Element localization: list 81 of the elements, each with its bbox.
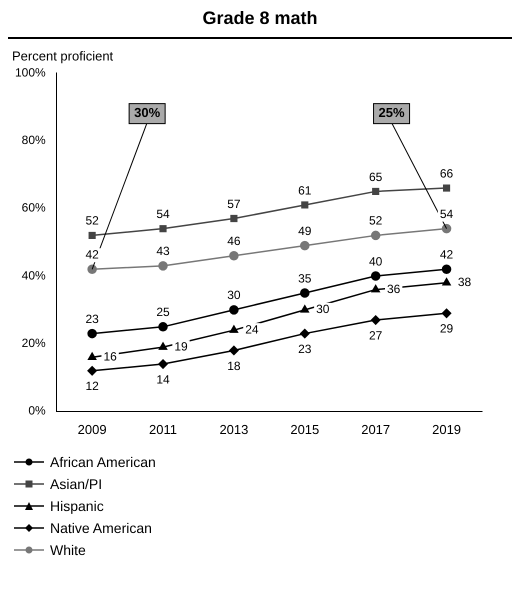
- y-tick-label: 100%: [14, 65, 46, 80]
- point: [159, 225, 167, 232]
- legend-label: African American: [50, 454, 156, 470]
- data-label: 38: [458, 275, 472, 290]
- data-label: 52: [85, 214, 100, 228]
- point: [230, 214, 238, 222]
- x-tick-label: 2015: [290, 422, 320, 437]
- point: [229, 250, 239, 260]
- data-label: 27: [368, 328, 383, 342]
- point: [158, 261, 168, 271]
- point: [230, 325, 238, 333]
- data-label: 54: [440, 206, 454, 221]
- y-tick-label: 80%: [22, 132, 46, 147]
- point: [158, 342, 168, 350]
- chart-title: Grade 8 math: [8, 8, 512, 39]
- data-label: 29: [440, 322, 454, 336]
- y-axis-title: Percent proficient: [12, 48, 114, 64]
- legend-label: Asian/PI: [50, 476, 102, 492]
- data-label: 36: [386, 282, 401, 296]
- point: [372, 188, 380, 196]
- point: [87, 366, 97, 376]
- y-tick-label: 40%: [22, 268, 46, 282]
- point: [300, 328, 310, 338]
- data-label: 65: [368, 170, 383, 184]
- data-label: 19: [174, 339, 188, 354]
- annotation: 30%: [134, 105, 161, 120]
- data-label: 14: [156, 372, 170, 386]
- legend-label: White: [50, 542, 86, 558]
- point: [442, 184, 450, 192]
- legend-label: Native American: [50, 520, 152, 536]
- point: [229, 346, 239, 356]
- point: [442, 264, 452, 274]
- point: [371, 284, 380, 292]
- point: [158, 359, 168, 369]
- data-label: 23: [85, 312, 100, 326]
- y-tick-label: 20%: [22, 336, 46, 350]
- point: [301, 201, 308, 209]
- x-tick-label: 2009: [78, 422, 107, 437]
- x-tick-label: 2017: [361, 422, 390, 437]
- point: [87, 264, 97, 274]
- data-label: 12: [85, 379, 100, 394]
- data-label: 25: [156, 305, 170, 320]
- legend-label: Hispanic: [50, 498, 104, 514]
- data-label: 46: [227, 234, 241, 248]
- point: [300, 305, 309, 313]
- point: [158, 322, 168, 332]
- point: [370, 230, 380, 240]
- point: [442, 278, 451, 286]
- point: [300, 240, 310, 250]
- data-label: 40: [368, 254, 383, 268]
- data-label: 23: [298, 342, 312, 356]
- point: [370, 271, 380, 281]
- data-label: 42: [440, 248, 454, 262]
- x-tick-label: 2013: [219, 422, 248, 437]
- point: [88, 232, 96, 240]
- annotation: 25%: [378, 105, 405, 120]
- data-label: 42: [85, 248, 100, 262]
- data-label: 35: [298, 271, 312, 286]
- y-tick-label: 60%: [22, 200, 46, 215]
- x-tick-label: 2019: [432, 422, 462, 437]
- data-label: 61: [298, 183, 312, 198]
- point: [88, 352, 96, 360]
- y-tick-label: 0%: [28, 404, 46, 418]
- point: [442, 224, 452, 234]
- data-label: 30: [316, 302, 330, 316]
- point: [370, 315, 380, 325]
- data-label: 57: [227, 196, 241, 211]
- data-label: 43: [156, 244, 170, 258]
- data-label: 16: [103, 350, 118, 364]
- point: [229, 305, 239, 315]
- data-label: 30: [227, 288, 241, 302]
- x-tick-label: 2011: [149, 422, 178, 437]
- point: [442, 308, 452, 318]
- data-label: 18: [227, 358, 241, 373]
- data-label: 66: [440, 166, 454, 180]
- data-label: 52: [368, 214, 383, 228]
- data-label: 49: [298, 224, 312, 238]
- point: [300, 288, 310, 298]
- point: [87, 328, 97, 338]
- data-label: 24: [245, 322, 259, 336]
- data-label: 54: [156, 206, 170, 221]
